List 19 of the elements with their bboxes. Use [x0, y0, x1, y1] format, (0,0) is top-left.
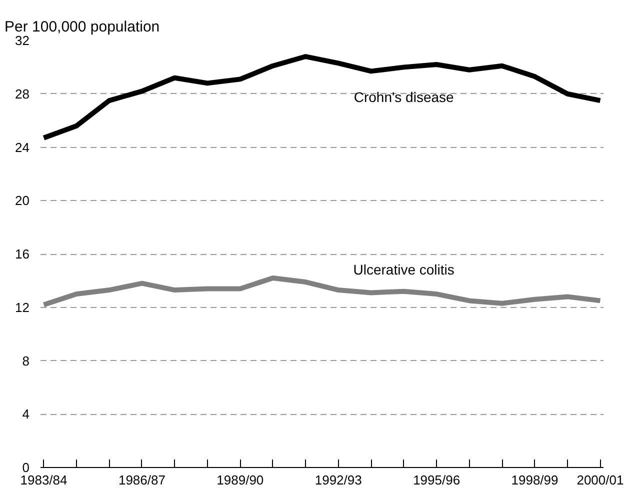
y-tick-label: 28	[15, 86, 30, 102]
x-tick-label: 2000/01	[576, 472, 624, 488]
y-tick-label: 16	[15, 246, 30, 262]
y-tick-label: 32	[15, 33, 30, 48]
x-tick-label: 1992/93	[314, 472, 362, 488]
x-tick-label: 1986/87	[118, 472, 166, 488]
y-tick-label: 4	[22, 406, 30, 422]
y-tick-label: 24	[15, 140, 30, 155]
y-tick-label: 12	[15, 300, 30, 315]
x-tick-label: 1983/84	[20, 472, 68, 488]
y-tick-label: 20	[15, 193, 30, 208]
x-tick-label: 1998/99	[511, 472, 558, 488]
x-tick-label: 1995/96	[413, 472, 460, 488]
x-tick-label: 1989/90	[216, 472, 264, 488]
y-tick-label: 8	[22, 353, 30, 368]
y-tick-label: 0	[22, 460, 30, 475]
series-label: Ulcerative colitis	[353, 261, 454, 278]
y-axis-title: Per 100,000 population	[4, 18, 160, 36]
series-label: Crohn's disease	[354, 89, 454, 106]
